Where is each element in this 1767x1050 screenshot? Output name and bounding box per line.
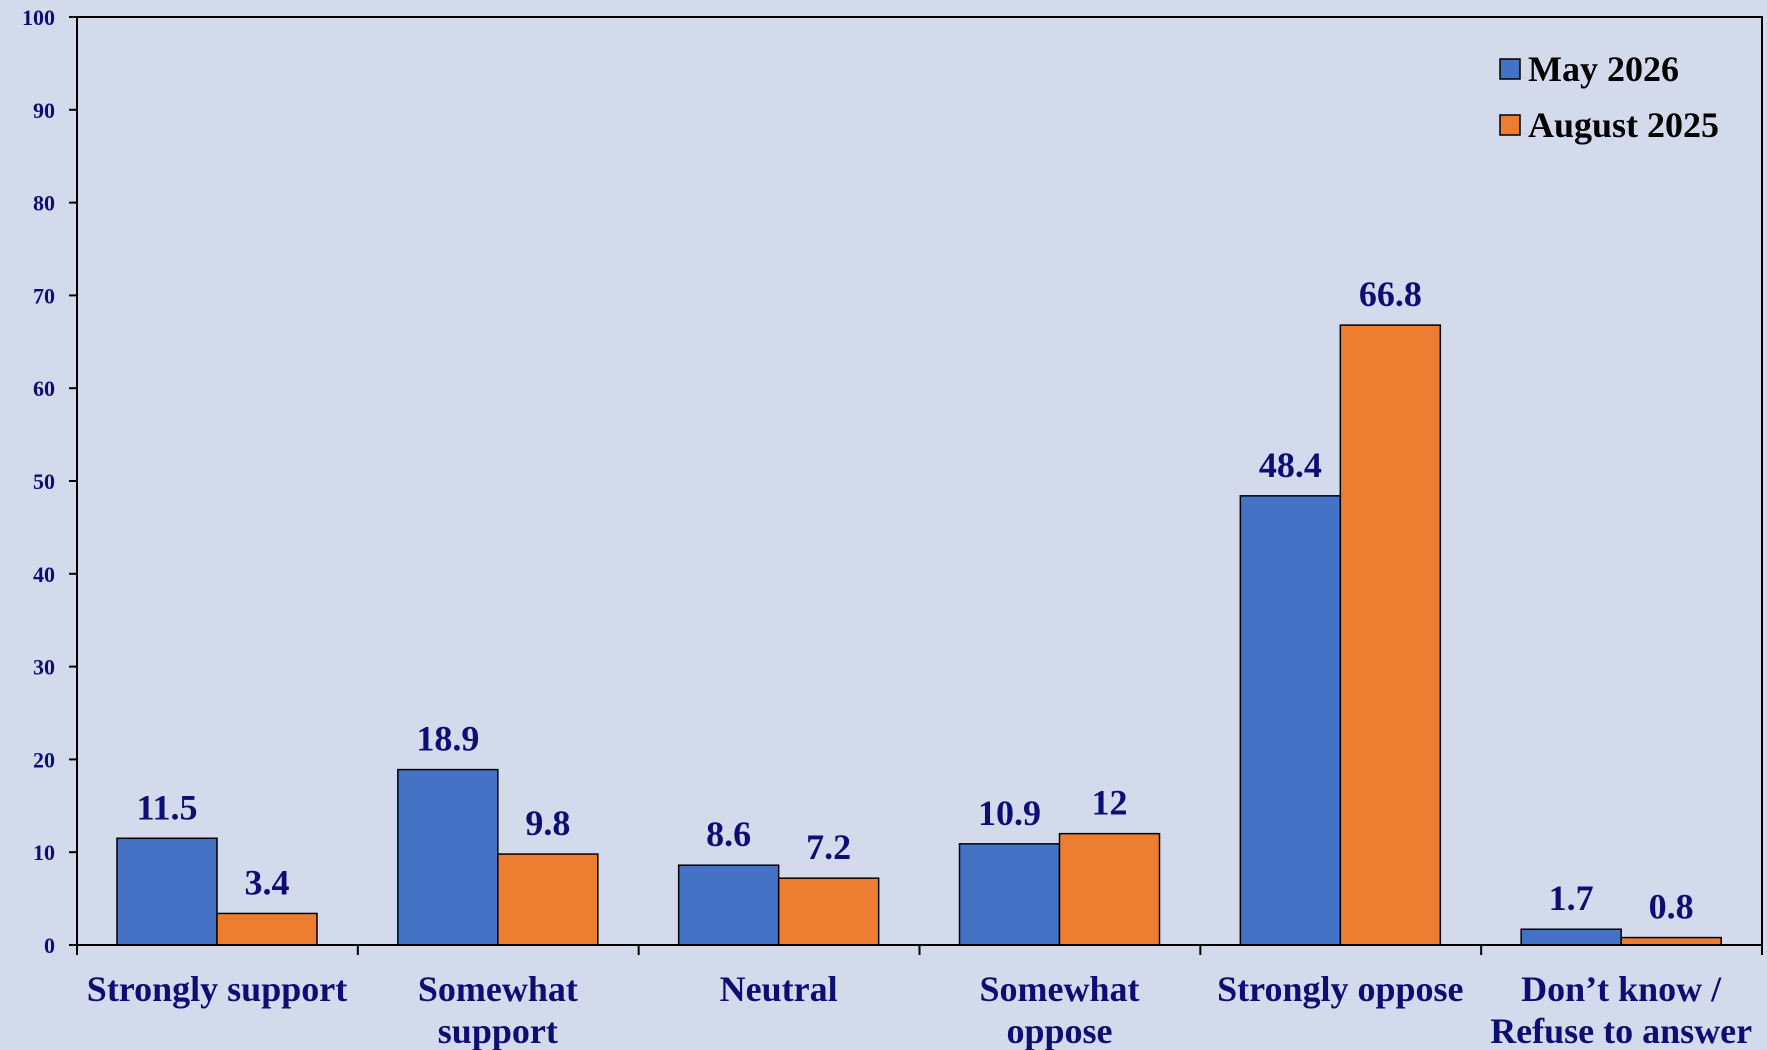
bar-series2-1: [497, 853, 599, 946]
y-tick-label-9: 90: [33, 98, 55, 123]
category-label-4: Strongly oppose: [1217, 969, 1463, 1009]
bar-series1-2: [677, 864, 780, 946]
data-label-series2-0: 3.4: [245, 862, 290, 902]
data-label-series2-5: 0.8: [1649, 887, 1694, 927]
y-tick-label-4: 40: [33, 562, 55, 587]
y-tick-label-7: 70: [33, 283, 55, 308]
legend-swatch-1: [1499, 114, 1521, 136]
bar-series1-0: [116, 837, 218, 946]
y-tick-label-3: 30: [33, 655, 55, 680]
bar-series1-1: [397, 768, 499, 946]
y-tick-label-1: 10: [33, 840, 55, 865]
data-label-series1-1: 18.9: [416, 719, 479, 759]
data-label-series2-4: 66.8: [1359, 274, 1422, 314]
bar-series2-0: [216, 912, 318, 946]
legend-label-1: August 2025: [1528, 105, 1719, 145]
category-label-3: Somewhat oppose: [980, 969, 1140, 1050]
y-tick-label-8: 80: [33, 191, 55, 216]
data-label-series1-2: 8.6: [706, 814, 751, 854]
data-label-series1-5: 1.7: [1549, 878, 1594, 918]
bar-series2-4: [1339, 324, 1442, 946]
data-label-series2-2: 7.2: [806, 827, 851, 867]
data-label-series1-4: 48.4: [1259, 445, 1322, 485]
bar-series1-4: [1239, 495, 1342, 946]
data-label-series2-3: 12: [1092, 783, 1128, 823]
plot-frame: [77, 16, 1763, 945]
category-label-2: Neutral: [720, 969, 838, 1009]
legend-label-0: May 2026: [1528, 49, 1679, 89]
data-label-series1-3: 10.9: [978, 793, 1041, 833]
bars-layer: [116, 324, 1722, 946]
y-tick-label-2: 20: [33, 747, 55, 772]
category-label-0: Strongly support: [87, 969, 347, 1009]
bar-series2-2: [777, 877, 880, 946]
category-label-5: Don’t know / Refuse to answer: [1490, 969, 1752, 1050]
bar-series2-3: [1058, 832, 1161, 946]
axes-layer: 0 10 20 30 40 50 60 70 80 90 100 Strongly support So…: [22, 5, 1763, 1050]
legend: May 2026 August 2025: [1499, 49, 1719, 145]
data-labels-layer: 11.5 18.9 8.6 10.9 48.4 1.7 3.4 9.8 7.2 12 66.8 0.8: [136, 274, 1693, 926]
data-label-series2-1: 9.8: [525, 803, 570, 843]
bar-series2-5: [1620, 936, 1722, 946]
category-label-1: Somewhat support: [418, 969, 578, 1050]
y-tick-label-5: 50: [33, 469, 55, 494]
legend-swatch-0: [1499, 58, 1521, 80]
y-tick-label-0: 0: [44, 933, 55, 958]
bar-series1-3: [958, 843, 1061, 946]
bar-series1-5: [1520, 928, 1622, 946]
y-tick-label-6: 60: [33, 376, 55, 401]
data-label-series1-0: 11.5: [136, 787, 197, 827]
y-tick-label-10: 100: [22, 5, 55, 30]
